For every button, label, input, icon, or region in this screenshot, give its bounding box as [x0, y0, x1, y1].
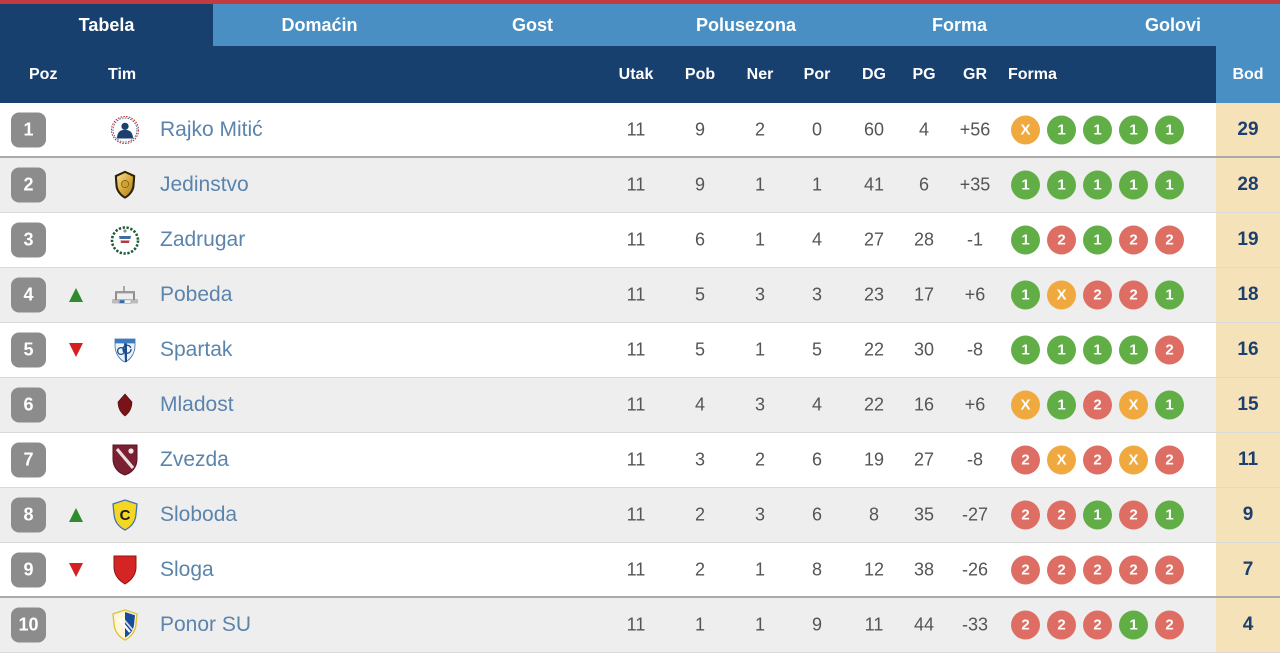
svg-text:C: C	[120, 507, 131, 524]
